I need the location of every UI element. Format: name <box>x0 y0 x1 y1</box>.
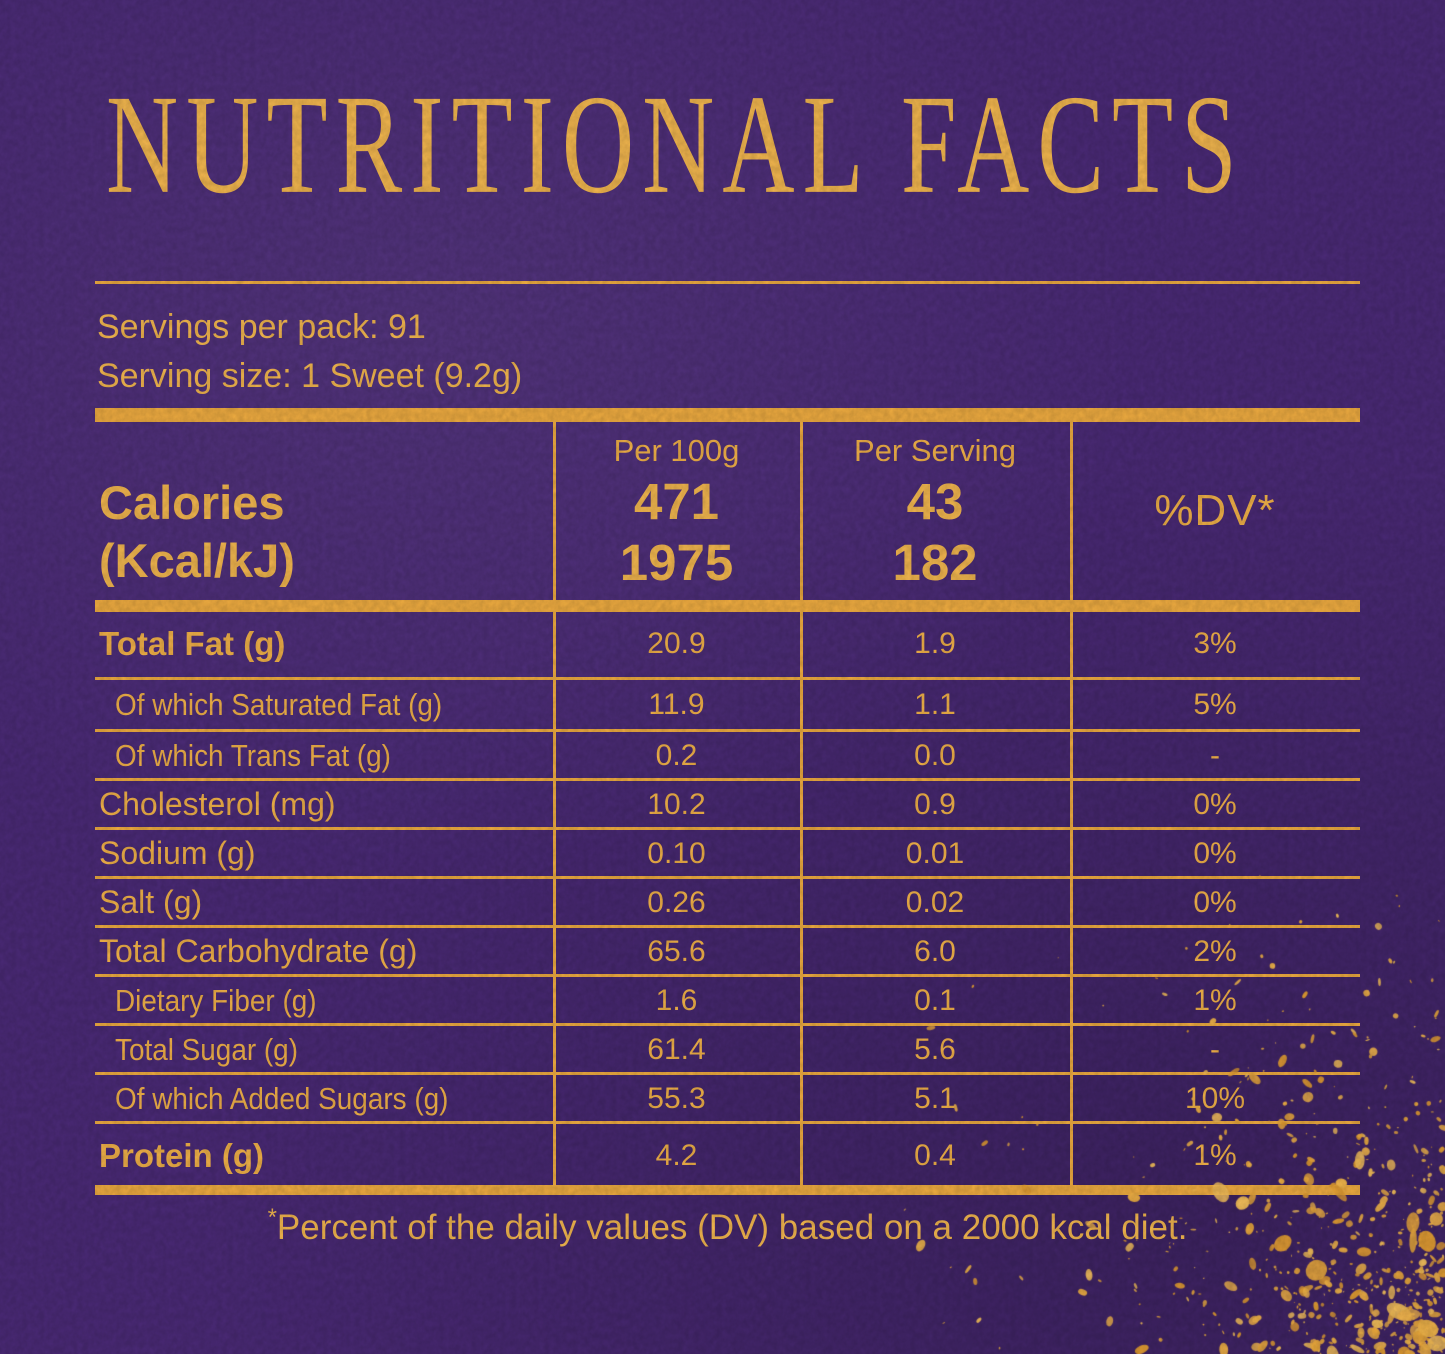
calories-per-100g-kcal: 471 <box>634 471 719 532</box>
row-divider <box>95 923 1360 931</box>
table-top-bar <box>95 408 1360 422</box>
row-divider <box>95 776 1360 784</box>
row-label: Of which Added Sugars (g) <box>95 1081 553 1117</box>
dv-value: 2% <box>1070 935 1360 969</box>
row-label: Of which Trans Fat (g) <box>95 738 553 774</box>
serving-size-text: Serving size: 1 Sweet (9.2g) <box>97 352 522 401</box>
servings-per-pack-text: Servings per pack: 91 <box>97 303 522 352</box>
dv-value: 0% <box>1070 886 1360 920</box>
table-row: Total Carbohydrate (g) 65.6 6.0 2% <box>95 931 1360 972</box>
per-serving-value: 1.9 <box>800 627 1070 661</box>
table-row: Cholesterol (mg) 10.2 0.9 0% <box>95 784 1360 825</box>
per100g-value: 65.6 <box>553 935 800 969</box>
table-row: Dietary Fiber (g) 1.6 0.1 1% <box>95 980 1360 1021</box>
row-label: Protein (g) <box>95 1137 553 1175</box>
calories-unit: (Kcal/kJ) <box>99 532 553 590</box>
nutrition-table: Calories (Kcal/kJ) Per 100g 471 1975 Per… <box>95 408 1360 1195</box>
per100g-value: 1.6 <box>553 984 800 1018</box>
table-mid-bar <box>95 600 1360 612</box>
table-row: Of which Saturated Fat (g) 11.9 1.1 5% <box>95 683 1360 727</box>
calories-label: Calories <box>99 474 553 532</box>
per-serving-value: 0.02 <box>800 886 1070 920</box>
per-serving-value: 0.01 <box>800 837 1070 871</box>
row-label: Total Fat (g) <box>95 625 553 663</box>
table-row: Total Fat (g) 20.9 1.9 3% <box>95 612 1360 675</box>
calories-per-serving-kj: 182 <box>892 532 977 593</box>
dv-value: 3% <box>1070 627 1360 661</box>
table-header: Calories (Kcal/kJ) Per 100g 471 1975 Per… <box>95 422 1360 600</box>
per-serving-value: 5.1 <box>800 1082 1070 1116</box>
dv-value: - <box>1070 1033 1360 1067</box>
footnote-text: Percent of the daily values (DV) based o… <box>277 1208 1188 1247</box>
per-100g-label: Per 100g <box>614 431 740 471</box>
per100g-value: 55.3 <box>553 1082 800 1116</box>
page-title: NUTRITIONAL FACTS <box>106 74 1245 216</box>
per100g-value: 0.10 <box>553 837 800 871</box>
table-row: Sodium (g) 0.10 0.01 0% <box>95 833 1360 874</box>
table-bottom-bar <box>95 1185 1360 1195</box>
per100g-value: 4.2 <box>553 1139 800 1173</box>
dv-value: 0% <box>1070 837 1360 871</box>
dv-value: 1% <box>1070 1139 1360 1173</box>
per100g-value: 11.9 <box>553 688 800 722</box>
per-serving-value: 0.1 <box>800 984 1070 1018</box>
row-label: Salt (g) <box>95 884 553 921</box>
row-divider <box>95 874 1360 882</box>
footnote-asterisk: * <box>268 1204 277 1231</box>
dv-value: 0% <box>1070 788 1360 822</box>
daily-value-column-header: %DV* <box>1070 422 1360 600</box>
serving-info: Servings per pack: 91 Serving size: 1 Sw… <box>97 303 522 401</box>
nutrition-label-page: { "label": { "title": "NUTRITIONAL FACTS… <box>0 0 1445 1354</box>
row-divider <box>95 727 1360 735</box>
calories-header: Calories (Kcal/kJ) <box>95 422 553 600</box>
table-row: Salt (g) 0.26 0.02 0% <box>95 882 1360 923</box>
per-serving-value: 0.0 <box>800 739 1070 773</box>
dv-value: 5% <box>1070 688 1360 722</box>
per100g-value: 0.26 <box>553 886 800 920</box>
row-divider <box>95 1070 1360 1078</box>
row-label: Of which Saturated Fat (g) <box>95 687 553 723</box>
row-divider <box>95 675 1360 683</box>
table-row: Total Sugar (g) 61.4 5.6 - <box>95 1029 1360 1070</box>
dv-value: 10% <box>1070 1082 1360 1116</box>
per-serving-value: 0.4 <box>800 1139 1070 1173</box>
per-serving-value: 1.1 <box>800 688 1070 722</box>
row-divider <box>95 972 1360 980</box>
per-100g-column-header: Per 100g 471 1975 <box>553 422 800 600</box>
daily-value-footnote: *Percent of the daily values (DV) based … <box>95 1208 1360 1248</box>
title-divider <box>95 281 1360 284</box>
dv-value: - <box>1070 739 1360 773</box>
per100g-value: 0.2 <box>553 739 800 773</box>
row-label: Total Sugar (g) <box>95 1032 553 1068</box>
calories-per-100g-kj: 1975 <box>620 532 733 593</box>
per-serving-value: 0.9 <box>800 788 1070 822</box>
table-row: Of which Added Sugars (g) 55.3 5.1 10% <box>95 1078 1360 1119</box>
per-serving-value: 5.6 <box>800 1033 1070 1067</box>
calories-per-serving-kcal: 43 <box>907 471 964 532</box>
row-label: Sodium (g) <box>95 835 553 872</box>
per-serving-label: Per Serving <box>854 431 1016 471</box>
row-divider <box>95 825 1360 833</box>
per100g-value: 20.9 <box>553 627 800 661</box>
row-label: Cholesterol (mg) <box>95 786 553 823</box>
per100g-value: 10.2 <box>553 788 800 822</box>
row-label: Dietary Fiber (g) <box>95 983 553 1019</box>
table-row: Protein (g) 4.2 0.4 1% <box>95 1127 1360 1185</box>
per-serving-column-header: Per Serving 43 182 <box>800 422 1070 600</box>
row-divider <box>95 1021 1360 1029</box>
dv-value: 1% <box>1070 984 1360 1018</box>
per100g-value: 61.4 <box>553 1033 800 1067</box>
row-divider <box>95 1119 1360 1127</box>
table-row: Of which Trans Fat (g) 0.2 0.0 - <box>95 735 1360 776</box>
row-label: Total Carbohydrate (g) <box>95 933 553 970</box>
per-serving-value: 6.0 <box>800 935 1070 969</box>
